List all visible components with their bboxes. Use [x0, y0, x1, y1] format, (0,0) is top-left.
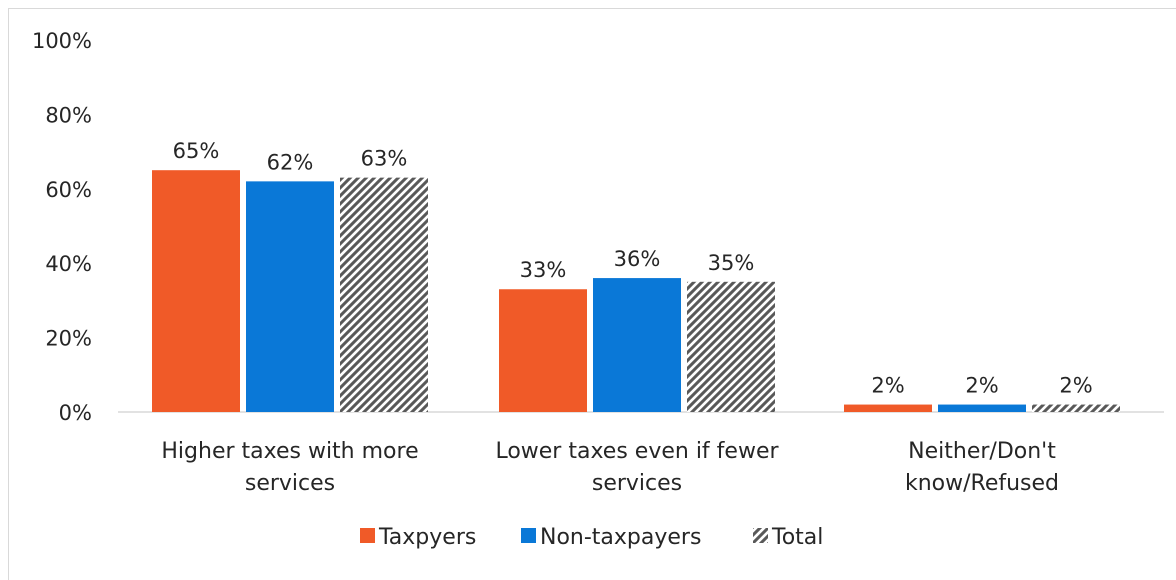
bar-non-taxpayers-1 [246, 181, 334, 412]
data-label: 62% [267, 150, 314, 174]
category-label: services [592, 471, 682, 496]
bars [152, 170, 1120, 412]
data-labels: 65% 62% 63% 33% 36% 35% 2% 2% 2% [173, 139, 1093, 397]
y-tick-label: 80% [45, 103, 92, 127]
bar-non-taxpayers-2 [593, 278, 681, 412]
data-label: 65% [173, 139, 220, 163]
y-tick-label: 40% [45, 252, 92, 276]
legend-label: Total [771, 525, 823, 550]
category-label: services [245, 471, 335, 496]
category-label: Neither/Don't [908, 439, 1056, 464]
legend-swatch-total [753, 528, 768, 543]
category-label: know/Refused [905, 471, 1059, 496]
data-label: 63% [361, 147, 408, 171]
data-label: 2% [965, 374, 998, 398]
legend: Taxpyers Non-taxpayers Total [360, 525, 823, 550]
data-label: 36% [614, 247, 661, 271]
bar-total-2 [687, 281, 775, 412]
y-tick-label: 0% [59, 401, 92, 425]
category-labels: Higher taxes with more services Lower taxe… [161, 439, 1059, 496]
legend-swatch-non-taxpayers [521, 528, 536, 543]
y-axis: 0% 20% 40% 60% 80% 100% [32, 29, 92, 425]
category-label: Lower taxes even if fewer [495, 439, 779, 464]
legend-label: Non-taxpayers [540, 525, 701, 550]
data-label: 2% [871, 374, 904, 398]
bar-non-taxpayers-3 [938, 404, 1026, 412]
y-tick-label: 60% [45, 178, 92, 202]
data-label: 35% [708, 251, 755, 275]
bar-total-3 [1032, 404, 1120, 412]
bar-taxpyers-1 [152, 170, 240, 412]
data-label: 33% [520, 258, 567, 282]
data-label: 2% [1059, 374, 1092, 398]
legend-swatch-taxpyers [360, 528, 375, 543]
bar-taxpyers-2 [499, 289, 587, 412]
y-tick-label: 20% [45, 327, 92, 351]
legend-label: Taxpyers [378, 525, 476, 550]
bar-total-1 [340, 177, 428, 412]
bar-taxpyers-3 [844, 404, 932, 412]
chart-frame [8, 8, 1176, 580]
category-label: Higher taxes with more [161, 439, 418, 464]
y-tick-label: 100% [32, 29, 92, 53]
